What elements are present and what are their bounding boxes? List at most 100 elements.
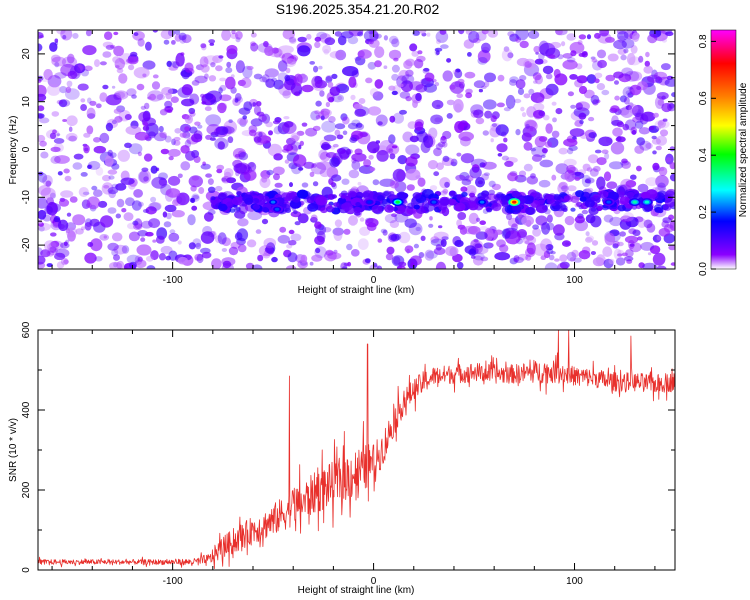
spectrogram-cell — [658, 227, 670, 237]
spectrogram-cell — [145, 255, 154, 262]
spectrogram-cell — [436, 39, 441, 45]
spectrogram-cell — [301, 122, 308, 127]
spectrogram-band-cell — [439, 196, 450, 206]
spectrogram-cell — [398, 231, 411, 244]
spectrogram-cell — [464, 71, 476, 79]
spectrogram-cell — [80, 104, 87, 111]
spectrogram-cell — [273, 173, 280, 181]
spectrogram-cell — [477, 49, 491, 64]
spectrogram-cell — [373, 262, 378, 268]
spectrogram-cell — [594, 78, 600, 84]
spectrogram-cell — [563, 138, 578, 147]
spectrogram-cell — [105, 122, 113, 132]
spectrogram-cell — [247, 161, 257, 172]
spectrogram-cell — [391, 213, 397, 218]
spectrogram-cell — [481, 30, 489, 35]
spectrogram-cell — [507, 217, 520, 228]
spectrogram-cell — [98, 200, 108, 208]
spectrogram-cell — [651, 69, 658, 80]
spectrogram-cell — [52, 129, 57, 134]
spectrogram-band-cell — [218, 203, 228, 212]
spectrogram-cell — [87, 160, 101, 170]
spectrogram-cell — [293, 91, 301, 97]
spectrogram-cell — [200, 64, 210, 73]
spectrogram-cell — [142, 60, 156, 70]
spectrogram-cell — [359, 217, 365, 222]
spectrogram-cell — [630, 174, 637, 180]
spectrogram-cell — [358, 98, 366, 104]
spectrogram-cell — [282, 30, 295, 40]
spectrogram-cell — [204, 93, 214, 100]
spectrogram-cell — [504, 160, 514, 167]
spectrogram-band-cell — [413, 204, 420, 210]
spectrogram-cell — [573, 257, 582, 263]
spectrogram-cell — [389, 220, 400, 228]
spectrogram-cell — [85, 30, 92, 37]
spectrogram-cell — [441, 236, 449, 241]
spectrogram-cell — [38, 172, 48, 183]
spectrogram-band-cell — [449, 190, 456, 196]
spectrogram-cell — [219, 84, 227, 92]
spectrogram-cell — [207, 209, 216, 215]
spectrogram-cell — [40, 151, 49, 159]
spectrogram-cell — [272, 120, 281, 125]
spectrogram-cell — [388, 49, 402, 60]
spectrogram-cell — [437, 141, 446, 148]
spectrogram-cell — [529, 127, 534, 132]
spectrogram-cell — [305, 127, 318, 137]
spectrogram-cell — [258, 132, 263, 137]
spectrogram-cell — [581, 209, 589, 215]
spectrogram-cell — [180, 161, 191, 171]
spectrogram-cell — [458, 30, 465, 35]
spectrogram-cell — [209, 42, 215, 46]
spectrogram-cell — [297, 45, 311, 57]
spectrogram-cell — [219, 94, 232, 102]
spectrogram-cell — [62, 34, 67, 40]
spectrogram-cell — [259, 176, 271, 189]
spectrogram-cell — [89, 100, 97, 106]
spectrogram-band-cell — [545, 194, 553, 200]
spectrogram-cell — [217, 232, 227, 245]
spectrogram-band-cell — [533, 192, 543, 200]
spectrogram-cell — [503, 107, 511, 112]
spectrogram-cell — [590, 56, 596, 60]
spectrogram-band-cell — [597, 190, 609, 199]
spectrogram-cell — [57, 219, 69, 231]
spectrogram-cell — [655, 145, 662, 151]
spectrogram-cell — [81, 226, 85, 231]
spectrogram-hotspot-peak — [479, 200, 485, 204]
spectrogram-band-cell — [641, 191, 651, 200]
spectrogram-cell — [128, 64, 135, 71]
spectrogram-cell — [75, 228, 84, 235]
spectrogram-cell — [388, 134, 396, 144]
spectrogram-band-cell — [535, 204, 546, 213]
spectrogram-cell — [581, 51, 588, 58]
spectrogram-cell — [228, 119, 233, 123]
spectrogram-cell — [342, 116, 350, 125]
spectrogram-cell — [637, 236, 643, 241]
spectrogram-cell — [284, 74, 291, 82]
spectrogram-cell — [323, 134, 337, 142]
spectrogram-cell — [652, 162, 660, 171]
spectrogram-cell — [320, 143, 332, 150]
spectrogram-cell — [653, 112, 659, 118]
spectrogram-cell — [38, 113, 43, 119]
spectrogram-cell — [636, 137, 646, 146]
spectrogram-cell — [226, 61, 232, 68]
spectrogram-band-cell — [331, 194, 337, 199]
spectrogram-cell — [363, 30, 379, 42]
spectrogram-cell — [54, 72, 67, 79]
spectrogram-cell — [586, 235, 595, 242]
spectrogram-cell — [235, 37, 241, 43]
spectrogram-cell — [168, 65, 178, 71]
spectrogram-cell — [586, 34, 592, 40]
spectrogram-cell — [40, 249, 51, 258]
spectrogram-cell — [290, 132, 301, 142]
spectrogram-band-cell — [617, 204, 626, 212]
spectrogram-cell — [314, 36, 322, 42]
spectrogram-cell — [324, 250, 337, 262]
spectrogram-cell — [472, 38, 481, 44]
spectrogram-cell — [526, 175, 538, 185]
spectrogram-cell — [531, 146, 547, 158]
spectrogram-cell — [470, 109, 480, 118]
